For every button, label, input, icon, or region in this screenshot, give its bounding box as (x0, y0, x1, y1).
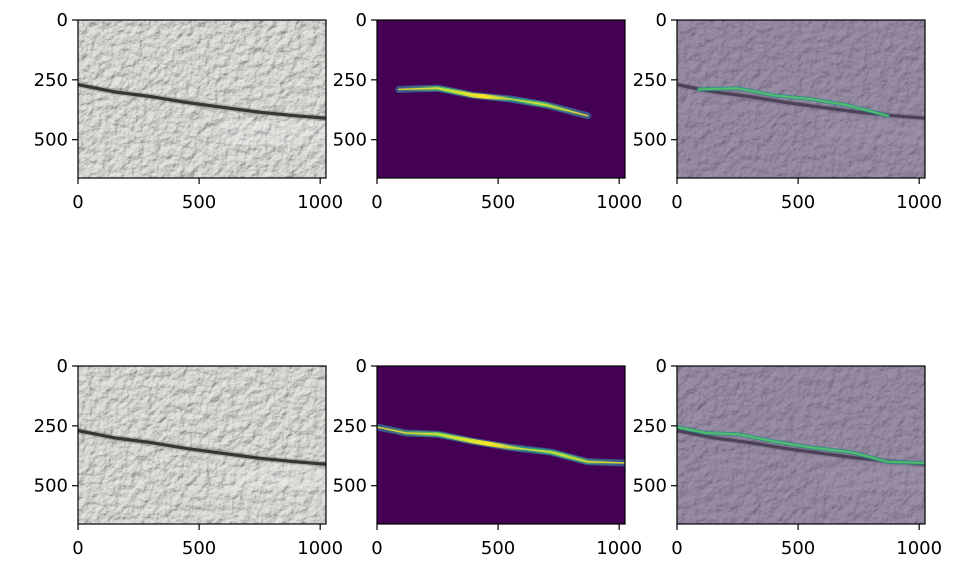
x-tick-label: 1000 (596, 538, 642, 559)
x-tick-label: 1000 (596, 192, 642, 213)
x-tick-label: 1000 (896, 538, 942, 559)
panel-image (677, 366, 925, 524)
y-tick-label: 500 (34, 130, 68, 151)
mask-crack-core (398, 87, 589, 117)
panel-5-crack-mask: 0 500 1000 0 250 500 (333, 356, 642, 559)
x-tick-label: 0 (371, 538, 382, 559)
x-tick-label: 500 (182, 192, 216, 213)
overlay-mask-core (697, 87, 889, 117)
panel-4-concrete-photo: 0 500 1000 0 250 500 (34, 356, 343, 559)
x-tick-label: 1000 (297, 538, 343, 559)
y-tick-label: 0 (656, 10, 667, 31)
panel-image (677, 20, 925, 178)
y-tick-label: 0 (656, 356, 667, 377)
panel-image (377, 20, 625, 178)
x-tick-label: 500 (781, 192, 815, 213)
x-tick-label: 1000 (297, 192, 343, 213)
y-tick-label: 250 (633, 70, 667, 91)
y-tick-label: 250 (333, 416, 367, 437)
y-tick-label: 0 (356, 356, 367, 377)
y-tick-label: 0 (57, 10, 68, 31)
y-tick-label: 250 (633, 416, 667, 437)
x-tick-label: 0 (72, 538, 83, 559)
y-tick-label: 0 (57, 356, 68, 377)
panel-6-overlay: 0 500 1000 0 250 500 (633, 356, 942, 559)
panel-3-overlay: 0 500 1000 0 250 500 (633, 10, 942, 213)
x-tick-label: 0 (671, 192, 682, 213)
x-tick-label: 500 (781, 538, 815, 559)
concrete-texture (78, 20, 326, 178)
axes-frame (676, 19, 926, 179)
x-tick-label: 1000 (896, 192, 942, 213)
x-tick-label: 500 (481, 192, 515, 213)
x-tick-label: 0 (72, 192, 83, 213)
y-tick-label: 500 (633, 130, 667, 151)
y-tick-label: 250 (34, 416, 68, 437)
axes-frame (676, 365, 926, 525)
x-tick-label: 500 (182, 538, 216, 559)
x-tick-label: 0 (371, 192, 382, 213)
axes-frame (77, 365, 327, 525)
concrete-patch (223, 466, 326, 491)
y-tick-label: 500 (333, 130, 367, 151)
panel-image (78, 20, 326, 178)
y-tick-label: 500 (633, 476, 667, 497)
panel-image (78, 366, 326, 524)
y-tick-label: 500 (333, 476, 367, 497)
concrete-texture (78, 366, 326, 524)
axes-frame (376, 19, 626, 179)
axes-frame (376, 365, 626, 525)
concrete-patch (223, 120, 326, 145)
overlay-mask-core (677, 426, 925, 464)
axes-frame (77, 19, 327, 179)
panel-1-concrete-photo: 0 500 1000 0 250 500 (34, 10, 343, 213)
x-tick-label: 0 (671, 538, 682, 559)
crack-shadow (78, 81, 326, 122)
y-tick-label: 500 (34, 476, 68, 497)
crack-line (78, 429, 326, 466)
crack-shadow (78, 427, 326, 468)
y-tick-label: 250 (34, 70, 68, 91)
y-tick-label: 0 (356, 10, 367, 31)
panel-2-crack-mask: 0 500 1000 0 250 500 (333, 10, 642, 213)
y-tick-label: 250 (333, 70, 367, 91)
panel-image (377, 366, 625, 524)
crack-line (78, 83, 326, 120)
x-tick-label: 500 (481, 538, 515, 559)
mask-crack-core (377, 426, 625, 464)
